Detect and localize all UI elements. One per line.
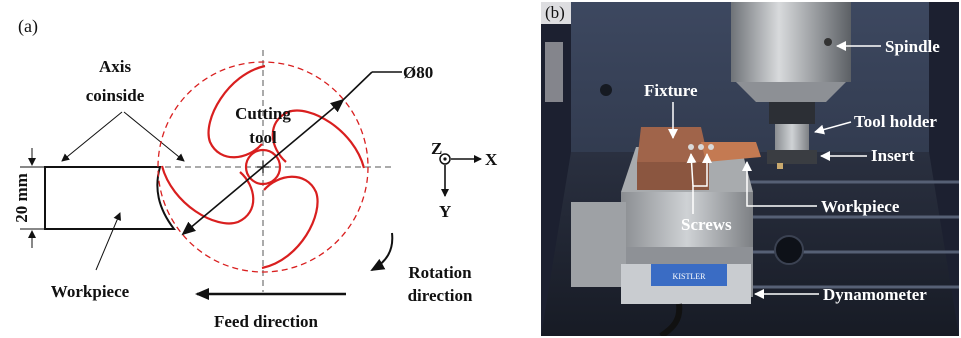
screws-arrow-a: [692, 153, 712, 214]
rotation-label-line1: Rotation: [408, 263, 472, 282]
feed-label: Feed direction: [214, 312, 319, 331]
workpiece-outline: [44, 166, 177, 230]
z-axis-dot: [443, 157, 447, 161]
rotation-label-line2: direction: [408, 286, 473, 305]
screw-2: [698, 144, 704, 150]
tag-box: [541, 2, 571, 24]
tool-flute-bottom: [261, 175, 319, 270]
wall-bolt: [600, 84, 612, 96]
dynamometer-cable: [659, 303, 683, 336]
left-light: [545, 42, 563, 102]
spindle-label: Spindle: [885, 37, 940, 56]
panel-tag-a: (a): [18, 16, 38, 37]
axis-y-label: Y: [439, 202, 451, 221]
tool-holder-top: [769, 102, 815, 124]
axis-z-label: Z: [431, 139, 442, 158]
axis-leader-right: [123, 111, 185, 162]
screw-1: [688, 144, 694, 150]
workpiece-plate: [701, 142, 761, 162]
tool-swept-circle: [157, 61, 369, 273]
cutting-tool-label-line1: Cutting: [235, 104, 291, 123]
thickness-label: 20 mm: [12, 173, 31, 223]
cutter-body: [767, 150, 817, 164]
rotation-arrow: [370, 232, 394, 271]
insert-label: Insert: [871, 146, 915, 165]
screws-arrow-b: [686, 153, 697, 187]
axis-leader-left: [61, 111, 123, 162]
tool-flute-left: [160, 165, 255, 225]
cutting-tool-label-line2: tool: [249, 128, 277, 147]
dynamometer-brand: KISTLER: [673, 272, 707, 281]
z-axis-symbol: [439, 153, 451, 165]
workpiece-label: Workpiece: [821, 197, 900, 216]
spindle-housing: [731, 2, 851, 82]
dynamometer-label: Dynamometer: [823, 285, 927, 304]
screws-label: Screws: [681, 215, 732, 234]
spindle-nose: [736, 82, 846, 102]
vise-body: [621, 192, 753, 247]
workpiece-arrow: [742, 161, 817, 207]
diameter-label: Ø80: [403, 63, 433, 82]
spindle-bolt: [824, 38, 832, 46]
workpiece-leader: [95, 212, 121, 271]
workpiece-label: Workpiece: [51, 282, 130, 301]
tool-holder-label: Tool holder: [854, 112, 937, 131]
screw-3: [708, 144, 714, 150]
vise-side: [571, 202, 626, 287]
axis-x-label: X: [485, 150, 498, 169]
diameter-arrow-a: [181, 166, 264, 236]
tool-flute-top: [207, 64, 266, 159]
insert-tooth: [777, 163, 783, 169]
tool-holder-body: [775, 124, 809, 150]
diameter-leader: [342, 71, 373, 101]
diameter-arrow-b: [262, 98, 345, 168]
cutting-tool-shape: [160, 64, 366, 270]
axis-label-line2: coinside: [86, 86, 145, 105]
dynamometer-plate: [651, 264, 727, 286]
tool-hub: [244, 148, 282, 186]
table-hole: [774, 235, 804, 265]
panel-tag-b-front: (b): [545, 3, 565, 22]
axis-label-line1: Axis: [99, 57, 132, 76]
schematic-panel: (a) Axis coinside Workpiece 20 mm Cuttin…: [12, 16, 498, 331]
photo-panel: KISTLER (b) (b) Spindle Fixture Tool hol…: [541, 2, 959, 336]
tool-flute-right: [271, 109, 366, 169]
tool-holder-arrow: [814, 121, 852, 135]
fixture-label: Fixture: [644, 81, 698, 100]
